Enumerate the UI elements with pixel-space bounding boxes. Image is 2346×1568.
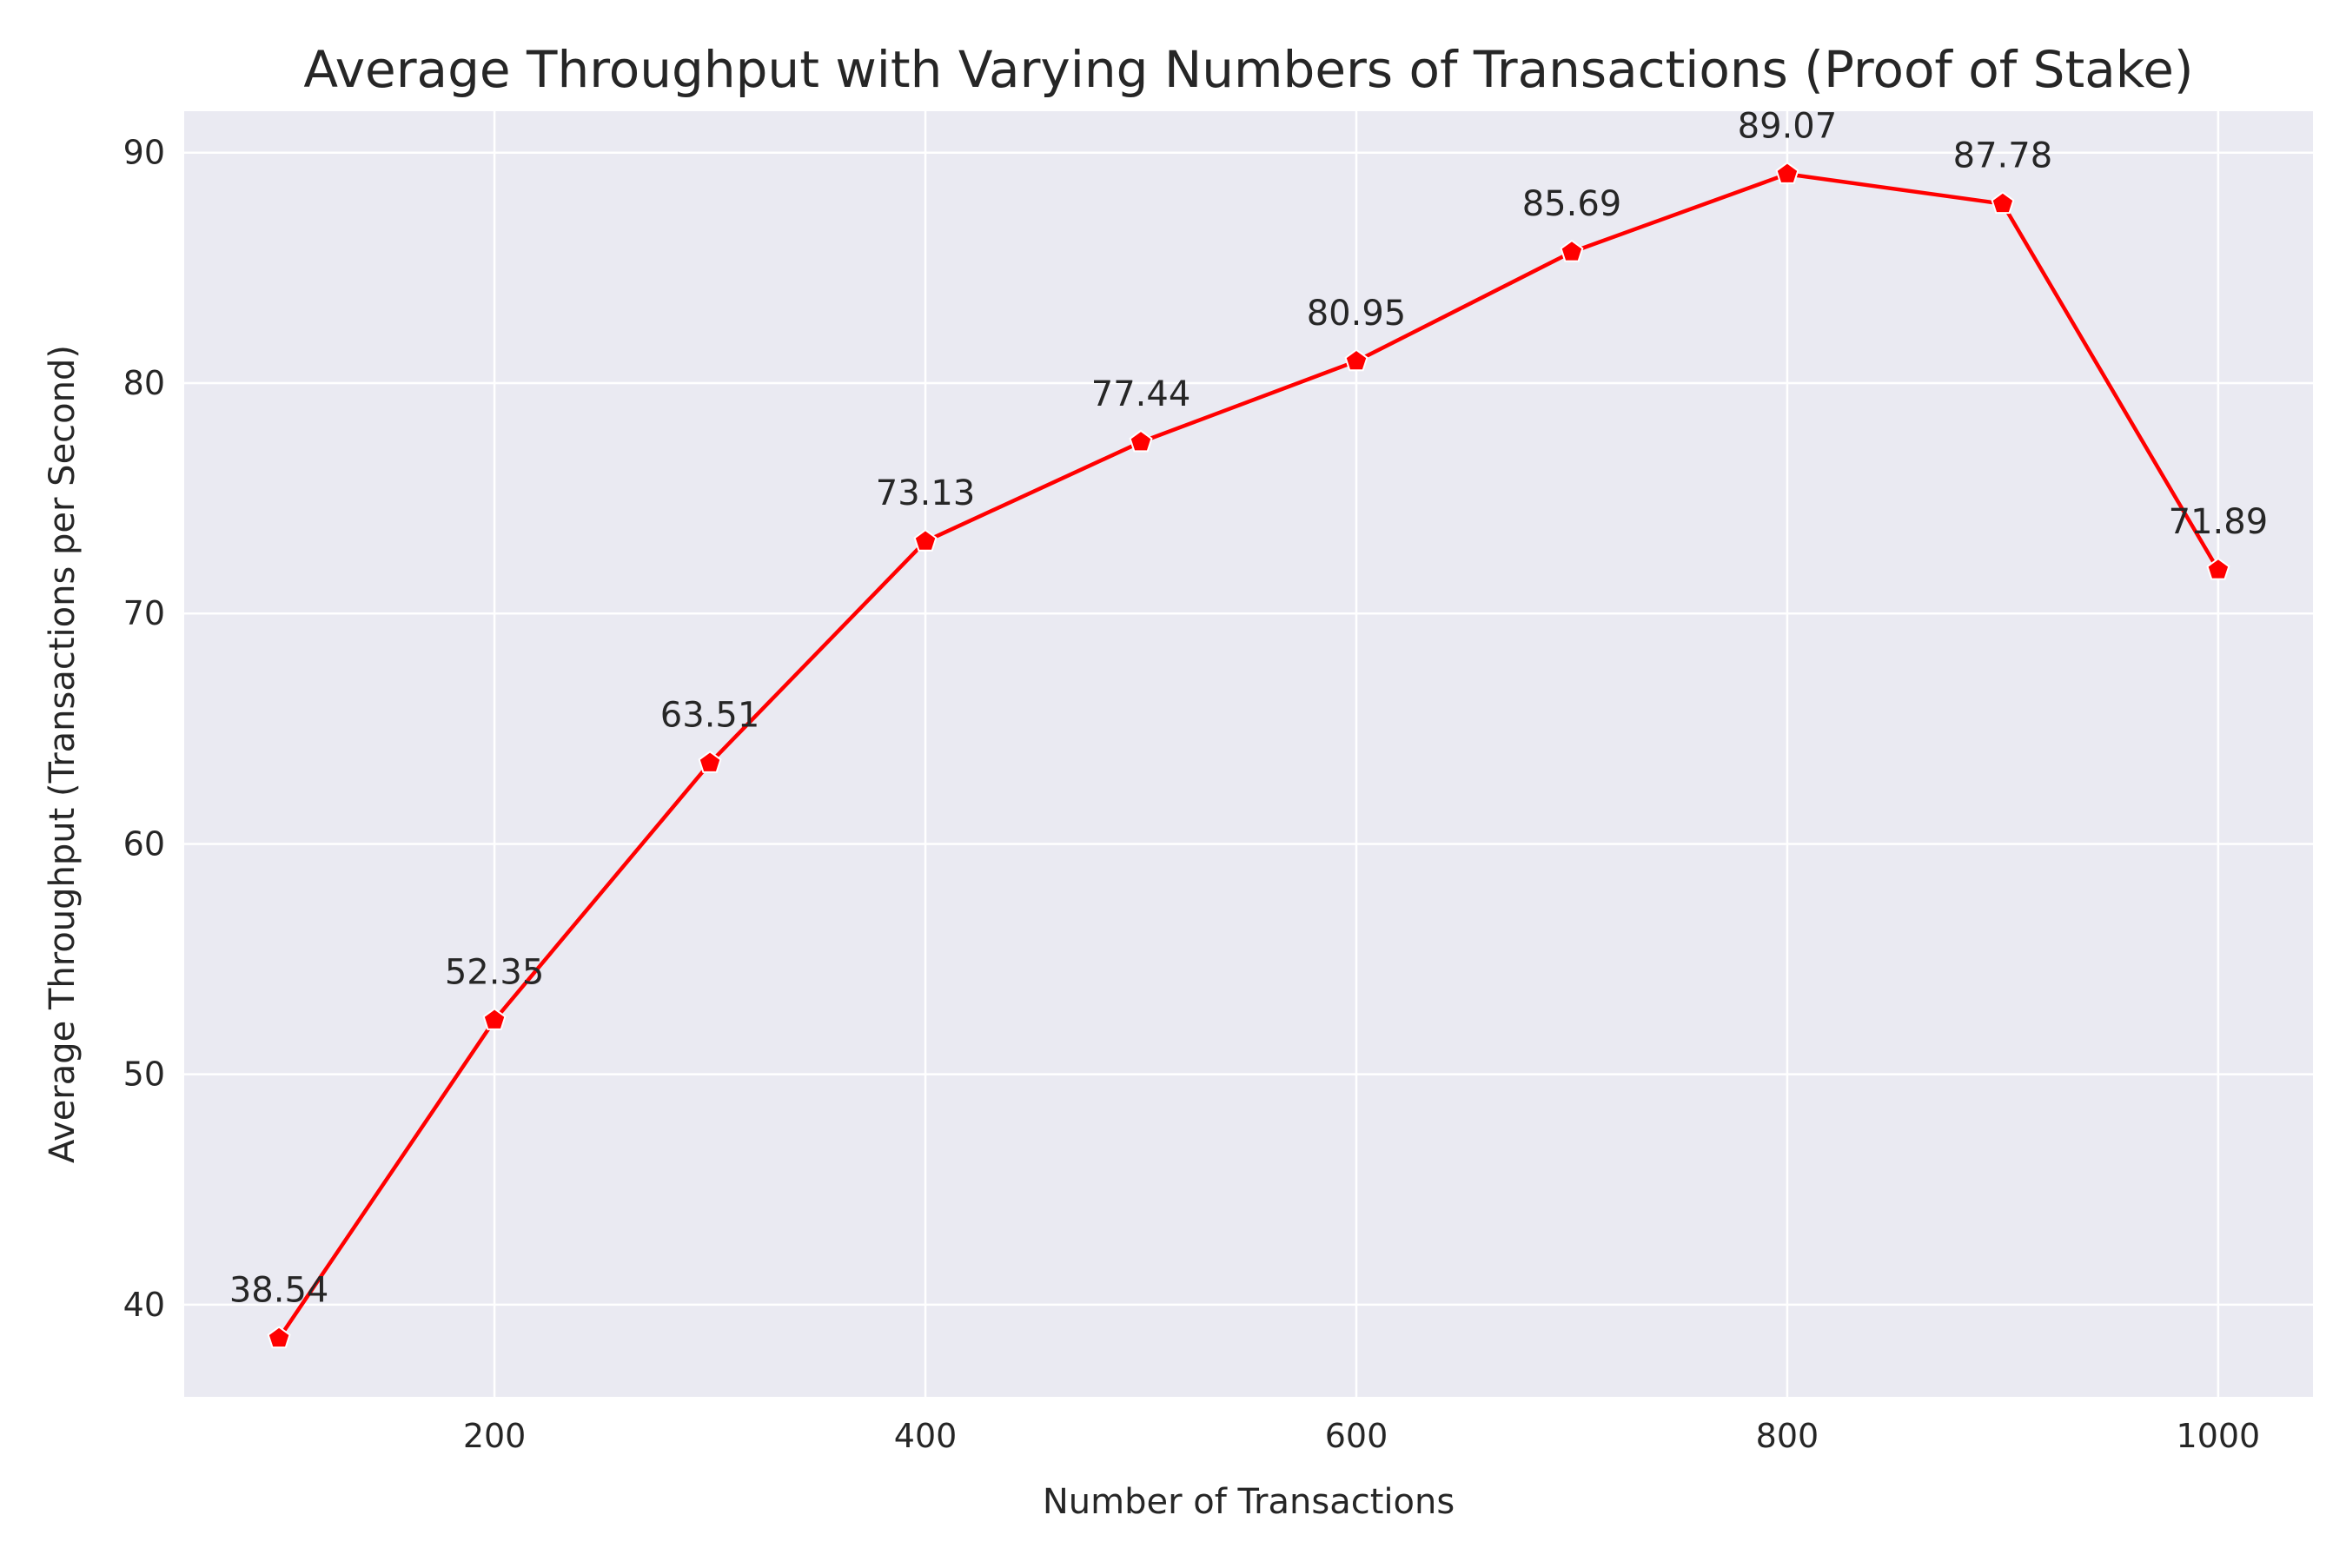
x-tick-label: 600	[1325, 1417, 1388, 1455]
y-tick-label: 70	[123, 594, 165, 632]
grid-lines	[184, 111, 2313, 1397]
data-point	[1775, 162, 1799, 184]
tick-labels: 200 400 600 800 1000 40 50 60 70 80 90	[123, 134, 2261, 1455]
data-point	[1991, 191, 2015, 215]
data-label: 73.13	[876, 473, 976, 513]
y-tick-label: 50	[123, 1055, 165, 1094]
data-label: 38.54	[229, 1271, 329, 1311]
x-tick-label: 400	[894, 1417, 958, 1455]
data-point	[482, 1008, 507, 1030]
data-point	[1344, 348, 1368, 372]
x-tick-label: 800	[1756, 1417, 1819, 1455]
data-label: 89.07	[1738, 106, 1838, 146]
data-point	[1560, 239, 1584, 262]
data-point	[1129, 429, 1153, 453]
series-line	[277, 172, 2220, 1340]
data-point	[698, 751, 722, 773]
data-label: 87.78	[1953, 136, 2053, 176]
data-point	[2206, 557, 2230, 580]
data-point	[913, 528, 938, 552]
y-axis-label: Average Throughput (Transactions per Sec…	[43, 345, 83, 1163]
data-label: 71.89	[2169, 502, 2269, 542]
plot-area	[184, 111, 2313, 1397]
x-tick-label: 1000	[2177, 1417, 2261, 1455]
y-tick-label: 90	[123, 134, 165, 172]
y-tick-label: 40	[123, 1286, 165, 1324]
series-layer	[267, 162, 2230, 1349]
chart-title: Average Throughput with Varying Numbers …	[303, 40, 2193, 99]
x-axis-label: Number of Transactions	[1043, 1482, 1455, 1522]
y-tick-label: 60	[123, 824, 165, 863]
y-tick-label: 80	[123, 364, 165, 402]
x-tick-label: 200	[463, 1417, 527, 1455]
data-label: 63.51	[660, 695, 760, 735]
data-label: 85.69	[1522, 184, 1622, 224]
data-labels: 38.54 52.35 63.51 73.13 77.44 80.95 85.69 89.07…	[229, 106, 2268, 1310]
data-point	[267, 1326, 291, 1349]
data-label: 80.95	[1307, 294, 1407, 334]
data-label: 77.44	[1091, 374, 1191, 414]
data-label: 52.35	[445, 952, 545, 992]
